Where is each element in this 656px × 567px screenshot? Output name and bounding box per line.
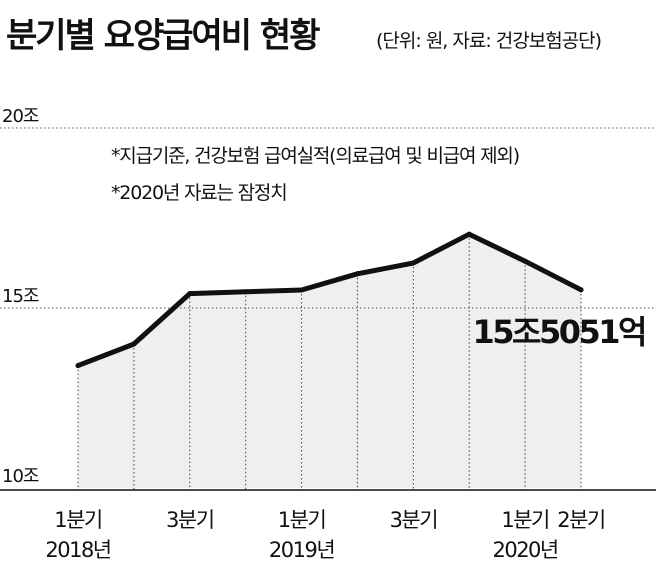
data-point bbox=[243, 289, 249, 295]
data-point bbox=[466, 231, 472, 237]
x-tick-label-year: 2020년 bbox=[492, 538, 557, 562]
annotation-provisional: *2020년 자료는 잠정치 bbox=[111, 182, 287, 204]
x-tick-label-quarter: 1분기 bbox=[278, 508, 326, 532]
x-tick-label-year: 2019년 bbox=[269, 538, 334, 562]
data-point bbox=[131, 341, 137, 347]
series-line bbox=[75, 231, 584, 369]
area-fill bbox=[78, 234, 581, 488]
x-tick-label-year: 2018년 bbox=[45, 538, 110, 562]
annotation-basis: *지급기준, 건강보험 급여실적(의료급여 및 비급여 제외) bbox=[111, 145, 519, 167]
x-tick-label-quarter: 1분기 bbox=[54, 508, 102, 532]
data-point bbox=[75, 363, 81, 369]
data-point bbox=[410, 260, 416, 266]
x-tick-label-quarter: 2분기 bbox=[557, 508, 605, 532]
unit-note: (단위: 원, 자료: 건강보험공단) bbox=[376, 30, 602, 52]
x-tick-label-quarter: 1분기 bbox=[501, 508, 549, 532]
x-tick-label-quarter: 3분기 bbox=[166, 508, 214, 532]
y-tick-label: 10조 bbox=[2, 466, 39, 487]
data-point bbox=[522, 258, 528, 264]
end-value-label: 15조5051억 bbox=[473, 313, 645, 351]
page-title: 분기별 요양급여비 현황 bbox=[6, 16, 320, 56]
y-tick-label: 20조 bbox=[2, 106, 39, 127]
data-point bbox=[354, 271, 360, 277]
data-point bbox=[299, 287, 305, 293]
x-tick-label-quarter: 3분기 bbox=[390, 508, 438, 532]
y-tick-label: 15조 bbox=[2, 286, 39, 307]
data-point bbox=[578, 287, 584, 293]
data-point bbox=[187, 291, 193, 297]
